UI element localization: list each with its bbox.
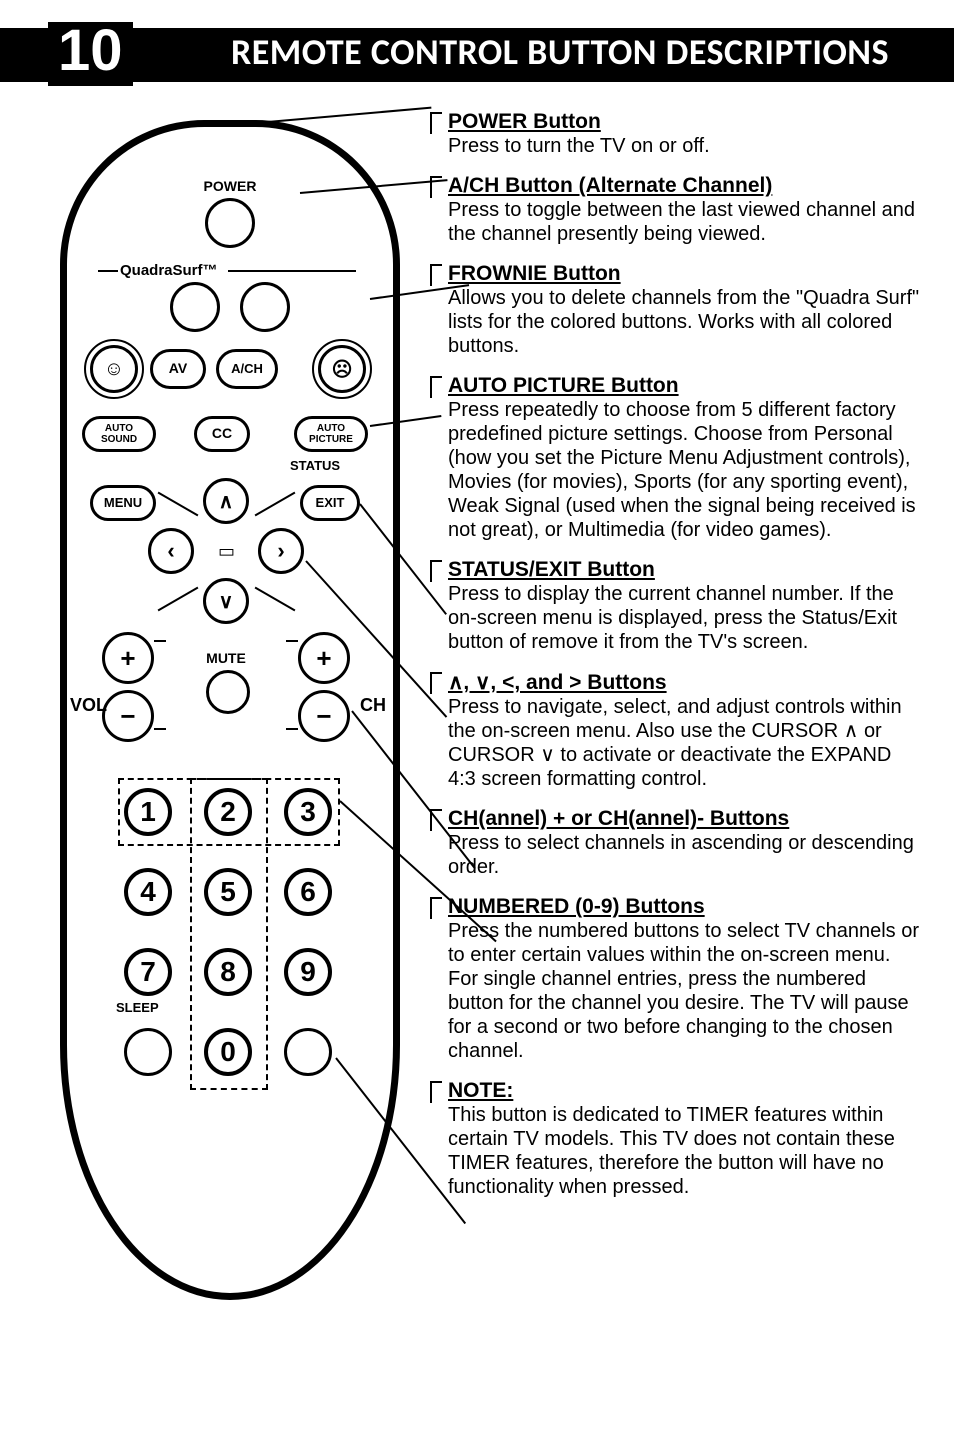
desc-title: POWER Button (448, 110, 920, 134)
page-title: REMOTE CONTROL BUTTON DESCRIPTIONS (180, 30, 940, 74)
quadrasurf-label: QuadraSurf™ (120, 262, 218, 279)
cursor-down-button: ∨ (203, 578, 249, 624)
bracket (286, 640, 298, 730)
vol-down: − (102, 690, 154, 742)
blank-button-right (284, 1028, 332, 1076)
desc-body: Press to turn the TV on or off. (448, 134, 920, 158)
desc-title: AUTO PICTURE Button (448, 374, 920, 398)
ch-label: CH (360, 695, 386, 716)
blank-button-left (124, 1028, 172, 1076)
desc-body: Press to navigate, select, and adjust co… (448, 695, 920, 791)
cursor-left-button: ‹ (148, 528, 194, 574)
desc-body: Press to toggle between the last viewed … (448, 198, 920, 246)
ch-down: − (298, 690, 350, 742)
ch-up: + (298, 632, 350, 684)
mute-button (206, 670, 250, 714)
auto-picture-button: AUTO PICTURE (294, 416, 368, 452)
desc-body: This button is dedicated to TIMER featur… (448, 1103, 920, 1199)
tick (430, 897, 442, 919)
sleep-label: SLEEP (116, 1000, 159, 1015)
num-8: 8 (204, 948, 252, 996)
color-button (240, 282, 290, 332)
mute-label: MUTE (176, 650, 276, 666)
power-button (205, 198, 255, 248)
desc-power: POWER Button Press to turn the TV on or … (430, 110, 920, 158)
tick (430, 809, 442, 831)
ring (84, 339, 144, 399)
desc-title: FROWNIE Button (448, 262, 920, 286)
cursor-right-button: › (258, 528, 304, 574)
power-label: POWER (60, 178, 400, 194)
desc-body: Allows you to delete channels from the "… (448, 286, 920, 358)
remote-diagram: POWER QuadraSurf™ ☺ AV A/CH ☹ AUTO SOUND… (60, 120, 400, 1300)
tick (430, 112, 442, 134)
num-1: 1 (124, 788, 172, 836)
num-6: 6 (284, 868, 332, 916)
tick (430, 672, 442, 694)
desc-ach: A/CH Button (Alternate Channel) Press to… (430, 174, 920, 246)
desc-body: Press the numbered buttons to select TV … (448, 919, 920, 1063)
desc-note: NOTE: This button is dedicated to TIMER … (430, 1079, 920, 1199)
desc-cursor: ∧, ∨, <, and > Buttons Press to navigate… (430, 670, 920, 791)
tick (430, 560, 442, 582)
desc-title: CH(annel) + or CH(annel)- Buttons (448, 807, 920, 831)
center-icon: ▭ (218, 540, 235, 562)
desc-body: Press to select channels in ascending or… (448, 831, 920, 879)
ach-button: A/CH (216, 349, 278, 389)
vol-label: VOL (70, 695, 107, 716)
desc-body: Press to display the current channel num… (448, 582, 920, 654)
av-button: AV (150, 349, 206, 389)
num-3: 3 (284, 788, 332, 836)
desc-numbered: NUMBERED (0-9) Buttons Press the numbere… (430, 895, 920, 1063)
tick (430, 176, 442, 198)
desc-status: STATUS/EXIT Button Press to display the … (430, 558, 920, 654)
desc-body: Press repeatedly to choose from 5 differ… (448, 398, 920, 542)
tick (430, 1081, 442, 1103)
num-4: 4 (124, 868, 172, 916)
num-5: 5 (204, 868, 252, 916)
cc-button: CC (194, 416, 250, 452)
cursor-up-button: ∧ (203, 478, 249, 524)
num-9: 9 (284, 948, 332, 996)
ring (312, 339, 372, 399)
status-label: STATUS (290, 458, 340, 473)
num-7: 7 (124, 948, 172, 996)
desc-title: STATUS/EXIT Button (448, 558, 920, 582)
desc-title: ∧, ∨, <, and > Buttons (448, 670, 920, 695)
desc-channel: CH(annel) + or CH(annel)- Buttons Press … (430, 807, 920, 879)
num-2: 2 (204, 788, 252, 836)
vol-up: + (102, 632, 154, 684)
desc-title: NUMBERED (0-9) Buttons (448, 895, 920, 919)
desc-title: A/CH Button (Alternate Channel) (448, 174, 920, 198)
page-number: 10 (48, 22, 133, 86)
bracket (154, 640, 166, 730)
tick (430, 264, 442, 286)
exit-button: EXIT (300, 485, 360, 521)
auto-sound-button: AUTO SOUND (82, 416, 156, 452)
menu-button: MENU (90, 485, 156, 521)
divider (98, 270, 118, 272)
desc-autopicture: AUTO PICTURE Button Press repeatedly to … (430, 374, 920, 542)
tick (430, 376, 442, 398)
divider (228, 270, 356, 272)
color-button (170, 282, 220, 332)
desc-title: NOTE: (448, 1079, 920, 1103)
descriptions-column: POWER Button Press to turn the TV on or … (430, 110, 920, 1215)
num-0: 0 (204, 1028, 252, 1076)
desc-frownie: FROWNIE Button Allows you to delete chan… (430, 262, 920, 358)
